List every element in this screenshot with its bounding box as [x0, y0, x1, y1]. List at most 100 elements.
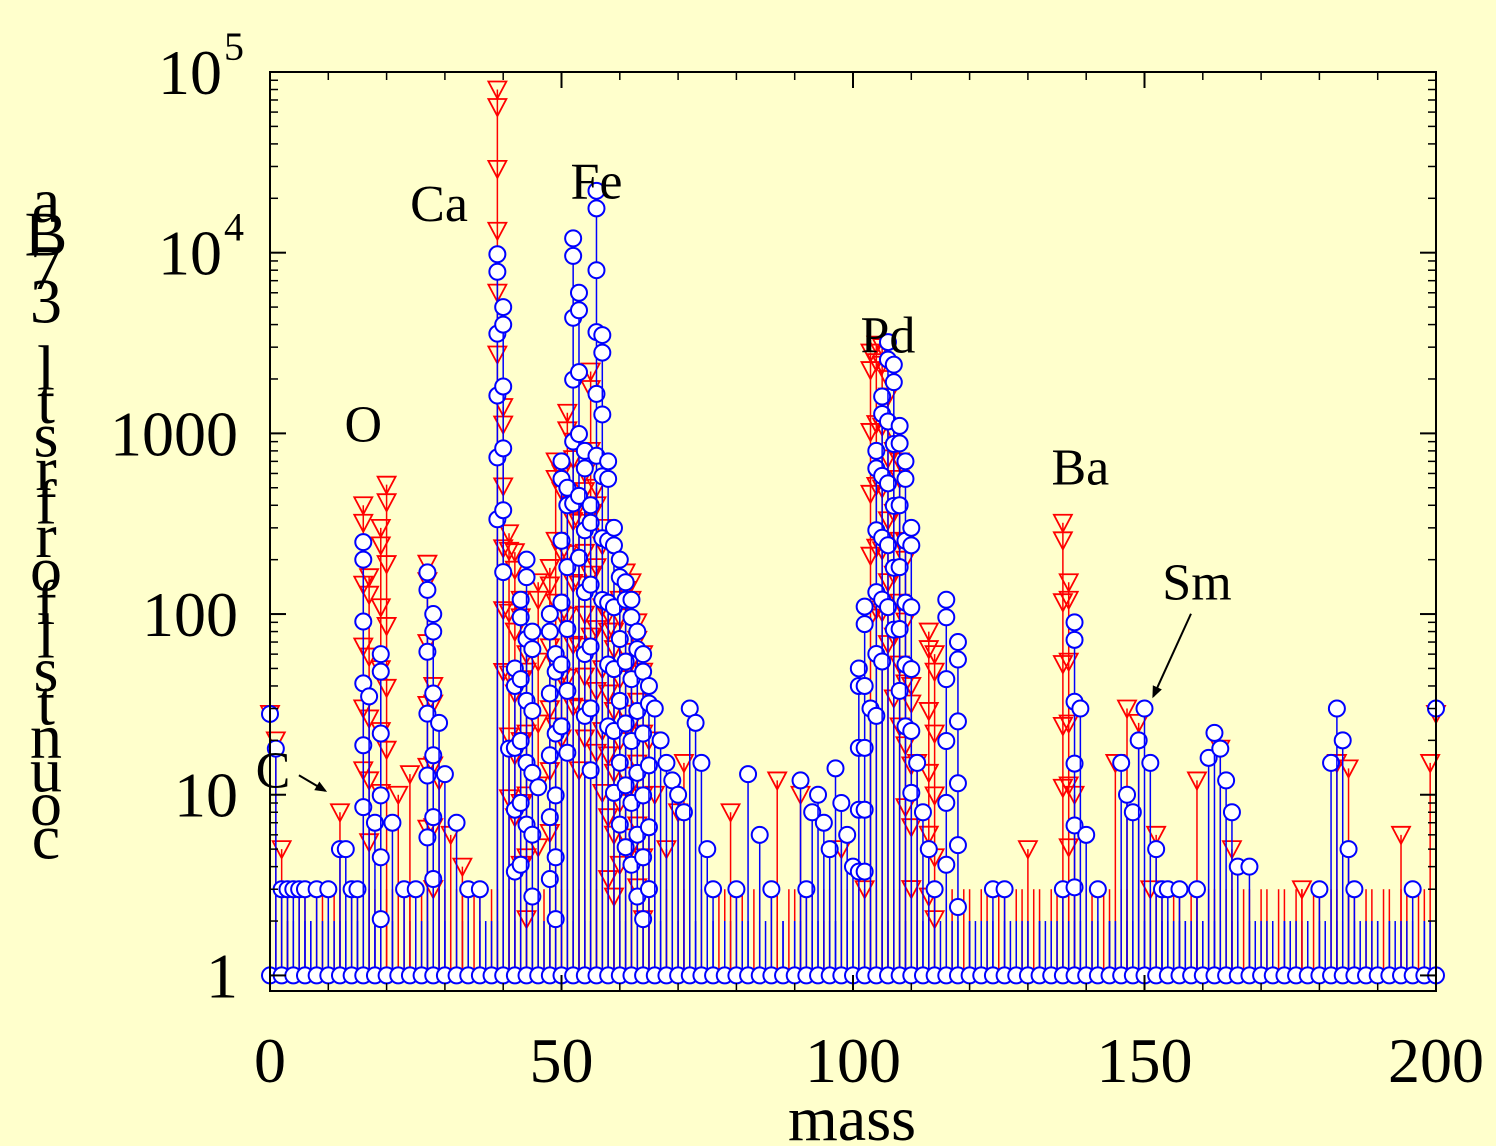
series-blue-point [581, 513, 600, 532]
series-red-point [1052, 717, 1074, 737]
series-blue-point [634, 786, 653, 805]
series-blue-point [564, 246, 583, 265]
series-red-point [1052, 655, 1074, 675]
x-tick-label: 200 [1388, 1025, 1484, 1096]
series-blue-point [599, 452, 618, 471]
series-blue-point [540, 684, 559, 703]
y-axis-title-char: r [35, 500, 56, 571]
series-blue-point [569, 301, 588, 320]
series-blue-point [890, 620, 909, 639]
series-red-point [376, 493, 398, 514]
annotation-label: Fe [570, 153, 622, 210]
series-red-point [1116, 699, 1138, 720]
series-blue-point [948, 774, 967, 793]
annotation-label: O [344, 397, 382, 454]
y-axis-title-char: n [30, 701, 62, 772]
series-blue-point [622, 590, 641, 609]
annotations: C O Ca Fe Pd Ba Sm [256, 153, 1232, 799]
series-blue-point [896, 452, 915, 471]
series-blue-point [669, 785, 688, 804]
series-blue-point [558, 620, 577, 639]
series-blue-point [698, 840, 717, 859]
series-blue-point [523, 825, 542, 844]
series-red-point [1145, 825, 1167, 846]
series-blue-point [558, 743, 577, 762]
series-blue-point [616, 573, 635, 592]
series-blue-point [639, 676, 658, 695]
series-blue-point [435, 765, 454, 784]
y-axis-title-char: u [30, 735, 62, 806]
series-blue-point [913, 803, 932, 822]
series-blue-point [494, 439, 513, 458]
series-red-point [1186, 771, 1208, 792]
series-blue-point [354, 798, 373, 817]
series-blue-point [948, 712, 967, 731]
series-blue-point [494, 501, 513, 520]
series-blue-point [832, 794, 851, 813]
series-blue-point [424, 808, 443, 827]
series-blue-point [948, 633, 967, 652]
y-tick-label: 1000 [110, 398, 238, 469]
series-blue-point [1147, 840, 1166, 859]
series-red-point [376, 740, 398, 761]
series-blue-point [354, 612, 373, 631]
series-red-point [370, 536, 392, 557]
series-blue-point [1199, 748, 1218, 767]
series-blue-point [546, 848, 565, 867]
series-red-point [352, 496, 374, 517]
series-blue-point [634, 724, 653, 743]
series-blue-point [552, 717, 571, 736]
y-axis-title-char: a [32, 165, 60, 236]
series-blue-point [674, 803, 693, 822]
series-blue-point [424, 870, 443, 889]
y-tick-label: 10 [174, 760, 238, 831]
series-blue-point [855, 676, 874, 695]
series-red-point [918, 825, 940, 846]
y-axis-title-char: r [35, 433, 56, 504]
series-red-point [358, 568, 380, 589]
series-red-point [918, 640, 940, 661]
series-blue-point [809, 785, 828, 804]
series-blue-point [937, 590, 956, 609]
series-blue-point [546, 786, 565, 805]
series-blue-point [511, 608, 530, 627]
series-blue-point [937, 670, 956, 689]
series-blue-point [820, 840, 839, 859]
series-red-point [924, 645, 946, 666]
series-blue-point [552, 531, 571, 550]
series-blue-point [529, 778, 548, 797]
series-blue-point [517, 550, 536, 569]
series-blue-point [855, 738, 874, 757]
series-blue-point [424, 746, 443, 765]
series-blue-point [569, 283, 588, 302]
series-blue-point [791, 771, 810, 790]
series-blue-point [1135, 699, 1154, 718]
series-blue-point [890, 558, 909, 577]
y-axis-title-char: 7 [30, 232, 62, 303]
series-red-point [539, 576, 561, 597]
series-red-point [859, 423, 881, 443]
series-blue-point [494, 563, 513, 582]
series-blue-point [855, 615, 874, 634]
series-blue-point [575, 459, 594, 478]
series-red-point [1390, 825, 1412, 846]
series-red-point [766, 771, 788, 792]
series-red-point [1058, 573, 1080, 594]
series-blue-point [569, 363, 588, 382]
series-blue-point [540, 622, 559, 641]
x-axis-title: mass [788, 1083, 916, 1146]
series-blue-point [1217, 771, 1236, 790]
series-blue-point [581, 761, 600, 780]
y-axis-title-char: c [32, 802, 60, 873]
series-red-point [376, 475, 398, 496]
series-blue-point [902, 518, 921, 537]
series-blue-point [634, 910, 653, 929]
series-blue-point [569, 548, 588, 567]
series-red-point [1052, 531, 1074, 552]
series-blue-point [838, 825, 857, 844]
series-red-point [1052, 593, 1074, 614]
series-red-point [1419, 754, 1441, 774]
series-blue-point [424, 605, 443, 624]
series-red-point [486, 159, 508, 180]
